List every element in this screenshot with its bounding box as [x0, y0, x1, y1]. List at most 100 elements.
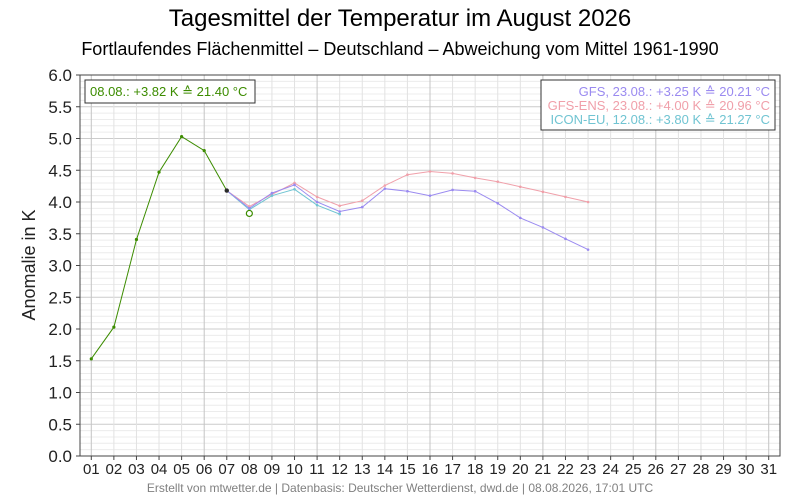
data-point — [315, 195, 319, 199]
x-tick-label: 08 — [241, 461, 258, 478]
data-point — [360, 205, 364, 209]
data-point — [564, 237, 567, 241]
observation-text: 08.08.: +3.82 K ≙ 21.40 °C — [90, 84, 247, 99]
x-tick-label: 29 — [715, 461, 732, 478]
data-point — [360, 199, 364, 203]
data-point — [564, 195, 567, 199]
y-tick-label: 5.5 — [48, 98, 72, 117]
grid-major — [80, 74, 780, 457]
chart-title: Tagesmittel der Temperatur im August 202… — [168, 5, 632, 32]
data-point — [451, 172, 454, 175]
data-point — [428, 194, 432, 197]
data-point — [112, 325, 116, 329]
data-point — [293, 188, 296, 191]
x-tick-label: 01 — [83, 461, 100, 478]
legend-entry-gfs: GFS, 23.08.: +3.25 K ≙ 20.21 °C — [579, 84, 770, 99]
current-day-marker — [245, 209, 253, 218]
data-point — [473, 189, 477, 193]
x-tick-label: 18 — [467, 461, 484, 478]
data-point — [406, 173, 409, 176]
x-tick-label: 06 — [196, 461, 213, 478]
data-point — [428, 170, 432, 173]
x-tick-label: 21 — [535, 461, 552, 478]
data-point — [496, 180, 500, 183]
x-tick-label: 10 — [286, 461, 303, 478]
y-axis-label: Anomalie in K — [19, 209, 39, 320]
series-line-2 — [226, 188, 340, 215]
x-tick-label: 02 — [106, 461, 123, 478]
y-tick-label: 4.0 — [48, 193, 72, 212]
x-tick-label: 19 — [489, 461, 506, 478]
data-point — [451, 188, 454, 192]
data-point — [248, 205, 251, 208]
x-tick-label: 07 — [218, 461, 235, 478]
x-tick-label: 16 — [422, 461, 439, 478]
y-tick-label: 6.0 — [48, 66, 72, 85]
legend-entry-icon-eu: ICON-EU, 12.08.: +3.80 K ≙ 21.27 °C — [550, 112, 770, 127]
chart-subtitle: Fortlaufendes Flächenmittel – Deutschlan… — [81, 39, 719, 59]
data-point — [519, 216, 522, 220]
y-tick-label: 3.5 — [48, 225, 72, 244]
x-tick-label: 25 — [625, 461, 642, 478]
y-axis-ticks: 0.0 0.5 1.0 1.5 2.0 2.5 3.0 3.5 4.0 4.5 5.0 5.5 6.0 — [48, 66, 80, 466]
observation-box: 08.08.: +3.82 K ≙ 21.40 °C — [84, 79, 256, 104]
data-point — [586, 248, 590, 251]
data-point — [134, 237, 139, 242]
data-point — [315, 203, 319, 207]
x-tick-label: 17 — [444, 461, 461, 478]
x-tick-label: 28 — [693, 461, 710, 478]
data-point — [89, 357, 93, 361]
y-tick-label: 0.5 — [48, 415, 72, 434]
data-point — [293, 183, 296, 187]
data-point — [293, 181, 296, 185]
data-point — [406, 189, 409, 193]
x-tick-label: 23 — [580, 461, 597, 478]
x-tick-label: 30 — [738, 461, 755, 478]
data-point — [586, 200, 590, 204]
legend-entry-gfs-ens: GFS-ENS, 23.08.: +4.00 K ≙ 20.96 °C — [548, 98, 770, 113]
x-axis-ticks: 01 02 03 04 05 06 07 08 09 10 11 12 13 14 15 16 17 18 19 20… — [83, 456, 777, 478]
x-tick-label: 31 — [760, 461, 777, 478]
footer-credits: Erstellt von mtwetter.de | Datenbasis: D… — [146, 481, 654, 495]
x-tick-label: 13 — [354, 461, 371, 478]
x-tick-label: 05 — [173, 461, 190, 478]
x-tick-label: 03 — [128, 461, 145, 478]
data-point — [270, 194, 274, 197]
x-tick-label: 15 — [399, 461, 416, 478]
y-tick-label: 4.5 — [48, 161, 72, 180]
y-tick-label: 2.0 — [48, 320, 72, 339]
x-tick-label: 27 — [670, 461, 687, 478]
legend: GFS, 23.08.: +3.25 K ≙ 20.21 °C GFS-ENS,… — [540, 79, 776, 131]
data-point — [315, 200, 319, 204]
x-tick-label: 20 — [512, 461, 529, 478]
y-tick-label: 1.0 — [48, 384, 72, 403]
last-observation-point — [224, 188, 229, 193]
y-tick-label: 1.5 — [48, 352, 72, 371]
x-tick-label: 22 — [557, 461, 574, 478]
data-point — [157, 170, 161, 174]
x-tick-label: 11 — [309, 461, 325, 478]
x-tick-label: 09 — [264, 461, 281, 478]
x-tick-label: 04 — [151, 461, 168, 478]
x-tick-label: 14 — [376, 461, 393, 478]
data-point — [541, 226, 545, 229]
data-point — [338, 210, 341, 213]
x-tick-label: 26 — [647, 461, 664, 478]
data-point — [202, 148, 206, 153]
x-tick-label: 12 — [331, 461, 348, 478]
y-tick-label: 2.5 — [48, 288, 72, 307]
y-tick-label: 3.0 — [48, 257, 72, 276]
data-point — [519, 185, 522, 189]
data-point — [270, 191, 274, 195]
data-point — [180, 134, 184, 139]
data-point — [496, 201, 500, 205]
data-point — [338, 204, 341, 208]
data-point — [338, 212, 341, 216]
data-point — [248, 207, 251, 210]
series-layer — [89, 134, 590, 361]
data-point — [383, 187, 387, 190]
data-point — [383, 184, 387, 187]
y-tick-label: 5.0 — [48, 130, 72, 149]
data-point — [473, 176, 477, 180]
data-point — [541, 190, 545, 194]
